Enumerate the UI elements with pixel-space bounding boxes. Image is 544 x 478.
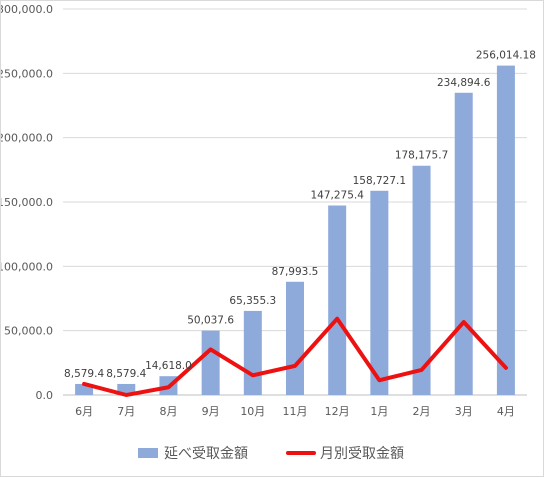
- bar-data-label: 8,579.4: [64, 368, 104, 380]
- x-tick-label: 2月: [413, 405, 431, 418]
- bar-data-label: 87,993.5: [272, 266, 319, 278]
- x-tick-label: 6月: [75, 405, 93, 418]
- x-tick-label: 4月: [497, 405, 515, 418]
- bar-data-label: 178,175.7: [395, 150, 448, 162]
- bar-series: [75, 66, 515, 395]
- legend-label-bar-series: 延べ受取金額: [164, 446, 248, 462]
- y-tick-label: 250,000.0: [1, 67, 53, 80]
- x-tick-label: 9月: [202, 405, 220, 418]
- bar-data-label: 14,618.0: [145, 360, 192, 372]
- bar-data-label: 65,355.3: [229, 295, 276, 307]
- bar-6: [286, 282, 304, 395]
- x-axis-ticks: 6月 7月 8月 9月 10月 11月 12月 1月 2月 3月 4月: [75, 405, 515, 418]
- x-tick-label: 8月: [159, 405, 177, 418]
- y-tick-label: 200,000.0: [1, 132, 53, 145]
- x-tick-label: 12月: [325, 405, 350, 418]
- bar-data-label: 158,727.1: [353, 175, 406, 187]
- bar-11: [497, 66, 515, 395]
- legend-label-line-series: 月別受取金額: [320, 446, 404, 462]
- legend-swatch-bar-series: [138, 448, 158, 458]
- bar-data-label: 234,894.6: [437, 77, 491, 89]
- bar-data-label: 50,037.6: [187, 315, 234, 327]
- y-tick-label: 50,000.0: [4, 325, 53, 338]
- bar-data-label: 147,275.4: [310, 190, 364, 202]
- bar-7: [328, 206, 346, 395]
- x-tick-label: 3月: [455, 405, 473, 418]
- bar-10: [455, 93, 473, 395]
- y-tick-label: 150,000.0: [1, 196, 53, 209]
- x-tick-label: 7月: [117, 405, 135, 418]
- y-tick-label: 0.0: [36, 389, 54, 402]
- bar-5: [244, 311, 262, 395]
- x-tick-label: 10月: [240, 405, 265, 418]
- y-tick-label: 300,000.0: [1, 3, 53, 16]
- bar-8: [370, 191, 388, 395]
- y-tick-label: 100,000.0: [1, 260, 53, 273]
- legend: 延べ受取金額 月別受取金額: [138, 446, 404, 462]
- bar-data-label: 8,579.4: [106, 368, 146, 380]
- x-tick-label: 1月: [370, 405, 388, 418]
- x-tick-label: 11月: [283, 405, 308, 418]
- y-axis-ticks: 0.0 50,000.0 100,000.0 150,000.0 200,000.0 25…: [1, 3, 53, 402]
- bar-data-label: 256,014.18: [476, 50, 536, 62]
- bar-4: [202, 331, 220, 395]
